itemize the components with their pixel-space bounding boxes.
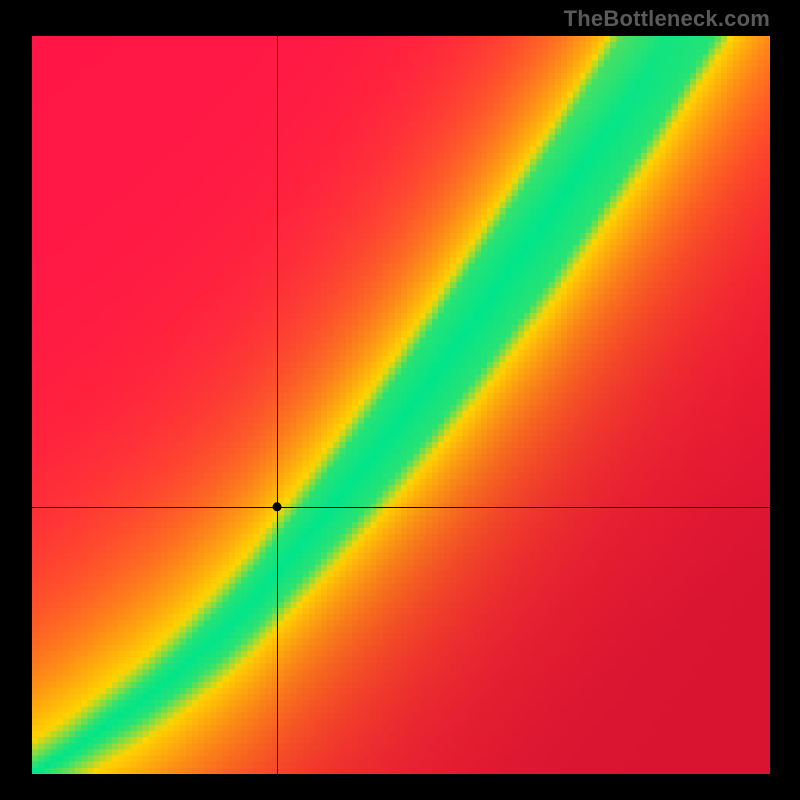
watermark-text: TheBottleneck.com	[564, 6, 770, 32]
figure-container: TheBottleneck.com	[0, 0, 800, 800]
crosshair-overlay	[32, 36, 770, 774]
